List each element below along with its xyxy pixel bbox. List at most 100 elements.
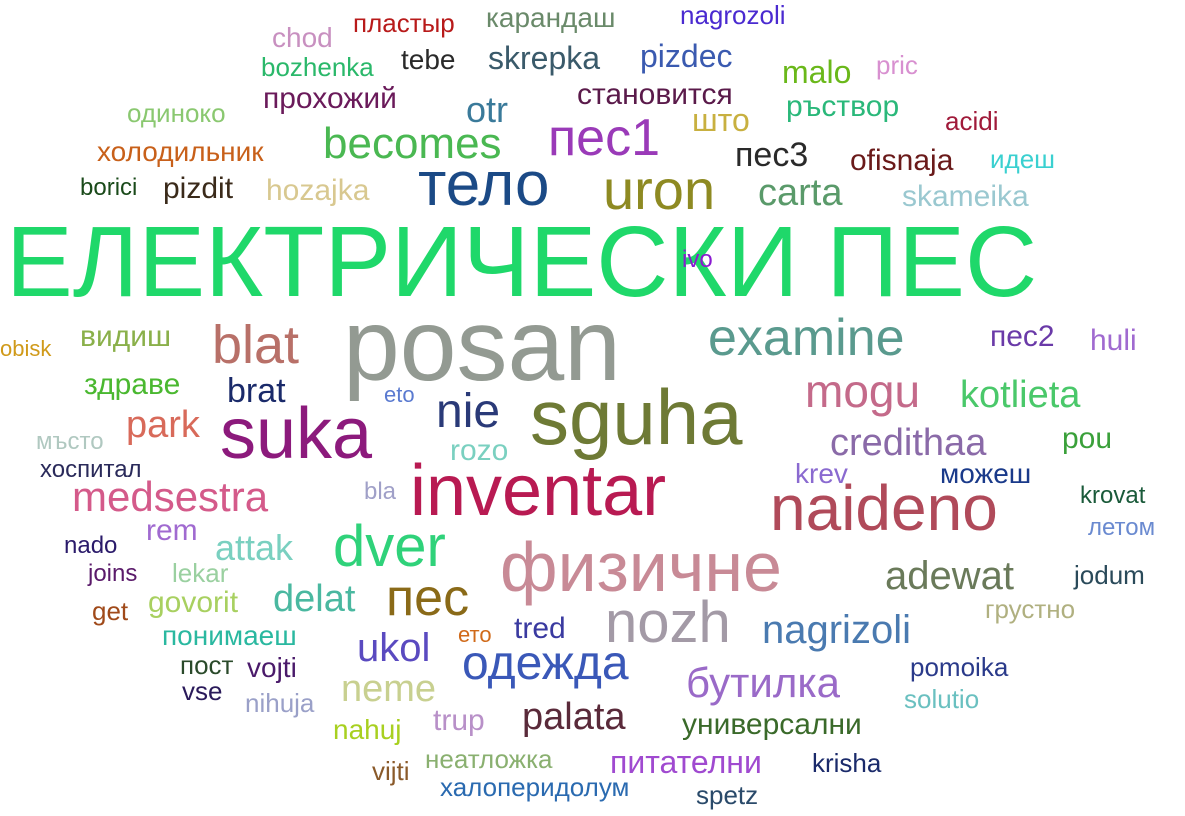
word-stanovitsya: становится (577, 78, 733, 111)
word-tred: tred (514, 612, 566, 645)
word-zdrave: здраве (84, 368, 181, 401)
word-neme: neme (341, 668, 437, 710)
word-skrepka: skrepka (488, 40, 601, 76)
word-inventar: inventar (410, 451, 667, 531)
word-eto-cyr: ето (458, 622, 492, 647)
word-krev: krev (795, 458, 848, 489)
word-adewat: adewat (885, 554, 1014, 598)
word-jodum: jodum (1074, 560, 1145, 590)
word-borici: borici (80, 174, 138, 201)
word-posan: posan (343, 288, 621, 402)
word-park: park (126, 404, 200, 446)
word-uron: uron (603, 158, 716, 221)
word-butilka: бутилка (686, 659, 840, 706)
word-haloperidolum: халоперидолум (440, 772, 630, 802)
word-attak: attak (215, 527, 294, 568)
word-delat: delat (273, 578, 356, 620)
word-trup: trup (433, 704, 485, 737)
word-letom: летом (1088, 514, 1156, 541)
word-palata: palata (522, 696, 626, 738)
word-nozh: nozh (605, 590, 731, 655)
word-blat: blat (212, 315, 300, 375)
word-rozo: rozo (450, 434, 509, 467)
word-nagrizoli: nagrizoli (762, 608, 911, 652)
word-vse: vse (182, 676, 223, 706)
word-pes1: пес1 (548, 109, 660, 167)
word-post: пост (180, 650, 234, 680)
word-nihuja: nihuja (245, 688, 315, 718)
word-pes2: пес2 (990, 320, 1055, 353)
word-pou: pou (1062, 422, 1113, 455)
word-bozhenka: bozhenka (261, 52, 374, 82)
word-pizdec: pizdec (640, 38, 733, 74)
word-ofisnaja: ofisnaja (850, 144, 954, 177)
word-obisk: obisk (0, 336, 52, 361)
word-universalni: универсални (682, 708, 862, 741)
word-electricheski-pes: ЕЛЕКТРИЧЕСКИ ПЕС (6, 206, 1038, 318)
word-spetz: spetz (696, 780, 759, 810)
word-karandash: карандаш (486, 2, 616, 33)
word-joins: joins (88, 560, 138, 587)
word-nagrozoli: nagrozoli (680, 0, 786, 30)
word-vidish: видиш (80, 320, 172, 353)
word-pomoika: pomoika (910, 652, 1009, 682)
word-pes3: пес3 (735, 136, 809, 174)
word-prohozhij: прохожий (263, 82, 397, 115)
word-malo: malo (782, 54, 852, 90)
word-odezhda: одежда (462, 637, 629, 690)
word-nado: nado (64, 532, 118, 559)
word-examine: examine (708, 309, 905, 367)
word-solutio: solutio (904, 684, 980, 714)
word-krovat: krovat (1080, 482, 1146, 509)
word-plastyr: пластыр (353, 8, 455, 38)
word-rem: rem (146, 514, 198, 547)
word-sguha: sguha (530, 373, 743, 461)
word-grustno: грустно (985, 594, 1076, 624)
word-govorit: govorit (148, 586, 239, 619)
word-masto: мъсто (36, 428, 104, 455)
word-medsestra: medsestra (72, 473, 269, 520)
word-vojti: vojti (247, 652, 297, 683)
word-hozajka: hozajka (266, 174, 370, 207)
word-skameika: skameika (902, 180, 1029, 213)
word-vijti: vijti (372, 756, 410, 786)
word-rastvor: ръствор (786, 90, 900, 123)
word-dver: dver (333, 514, 446, 579)
word-nahuj: nahuj (333, 714, 402, 745)
word-huli: huli (1090, 324, 1137, 357)
word-fizichne: физичне (500, 528, 782, 606)
word-pric: pric (876, 50, 918, 80)
word-nie: nie (436, 385, 501, 438)
word-acidi: acidi (945, 106, 999, 136)
word-ponimaesh: понимаеш (162, 620, 297, 651)
word-mozhesh: можеш (940, 458, 1032, 489)
word-neatlozhka: неатложка (425, 744, 553, 774)
word-brat: brat (227, 372, 286, 410)
word-eto: eto (384, 382, 415, 407)
word-lekar: lekar (172, 558, 229, 588)
word-chod: chod (272, 22, 333, 53)
word-naideno: naideno (770, 472, 998, 544)
word-becomes: becomes (323, 119, 502, 168)
word-credithaa: credithaa (830, 422, 987, 464)
word-get: get (92, 596, 129, 626)
word-suka: suka (220, 394, 373, 474)
word-otr: otr (466, 89, 509, 130)
word-kotlieta: kotlieta (960, 374, 1081, 416)
word-shto: што (692, 102, 750, 138)
word-ivo: ivo (682, 246, 713, 273)
word-pes: пес (386, 569, 470, 627)
word-tebe: tebe (401, 44, 456, 75)
word-pizdit: pizdit (163, 172, 234, 205)
word-pitatelni: питателни (610, 744, 762, 780)
word-bla: bla (364, 478, 397, 505)
word-telo: тело (418, 150, 550, 219)
word-holodilnik: холодильник (97, 136, 264, 167)
word-carta: carta (758, 172, 843, 214)
word-odinoko: одиноко (127, 98, 226, 128)
word-ukol: ukol (357, 626, 431, 670)
word-krisha: krisha (812, 748, 882, 778)
word-idesh: идеш (990, 144, 1056, 174)
word-mogu: mogu (805, 365, 921, 417)
